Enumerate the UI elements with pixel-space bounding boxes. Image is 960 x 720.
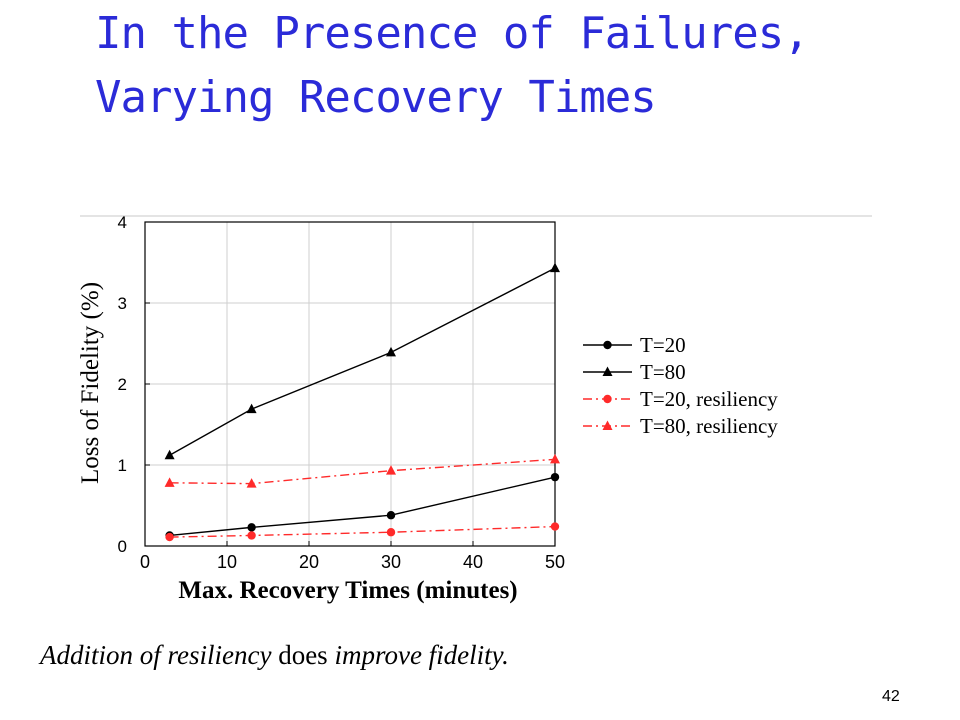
series-line	[169, 267, 556, 456]
data-point	[246, 478, 257, 488]
y-tick-label: 3	[118, 294, 127, 313]
x-tick-label: 40	[463, 552, 483, 572]
series-line	[169, 476, 556, 537]
data-point	[164, 449, 175, 460]
data-point	[246, 403, 257, 414]
x-tick-label: 30	[381, 552, 401, 572]
legend-label: T=20	[640, 333, 686, 357]
data-point	[164, 477, 175, 487]
x-tick-label: 50	[545, 552, 565, 572]
title-line-1: In the Presence of Failures,	[95, 8, 810, 59]
legend-marker	[603, 394, 612, 404]
y-tick-label: 1	[118, 456, 127, 475]
y-tick-label: 0	[118, 537, 127, 556]
legend-label: T=20, resiliency	[640, 387, 778, 411]
data-point	[247, 531, 256, 540]
x-tick-label: 0	[140, 552, 150, 572]
series-line	[169, 525, 556, 538]
caption: Addition of resiliency does improve fide…	[40, 640, 509, 671]
data-point	[550, 453, 560, 464]
series-line	[169, 458, 556, 485]
y-tick-label: 4	[118, 213, 127, 232]
caption-part-3: improve fidelity.	[334, 640, 509, 670]
data-point	[386, 346, 396, 357]
data-point	[550, 522, 560, 531]
legend-marker	[602, 366, 613, 376]
slide-title: In the Presence of Failures, Varying Rec…	[95, 2, 935, 130]
legend-marker	[602, 420, 613, 430]
data-point	[386, 511, 396, 520]
title-line-2: Varying Recovery Times	[95, 72, 657, 123]
data-point	[550, 472, 560, 482]
data-point	[386, 465, 396, 475]
x-tick-label: 20	[299, 552, 319, 572]
x-tick-label: 10	[217, 552, 237, 572]
x-axis-label: Max. Recovery Times (minutes)	[178, 577, 517, 604]
legend-label: T=80	[640, 360, 686, 384]
caption-part-2: does	[271, 640, 335, 670]
data-point	[165, 532, 174, 542]
data-point	[247, 523, 256, 532]
legend-label: T=80, resiliency	[640, 414, 778, 438]
y-axis-label: Loss of Fidelity (%)	[77, 282, 104, 484]
caption-part-1: Addition of resiliency	[40, 640, 272, 670]
legend-marker	[603, 340, 612, 350]
page-number: 42	[882, 688, 900, 705]
data-point	[550, 262, 560, 273]
data-point	[386, 528, 396, 537]
y-tick-label: 2	[118, 375, 127, 394]
